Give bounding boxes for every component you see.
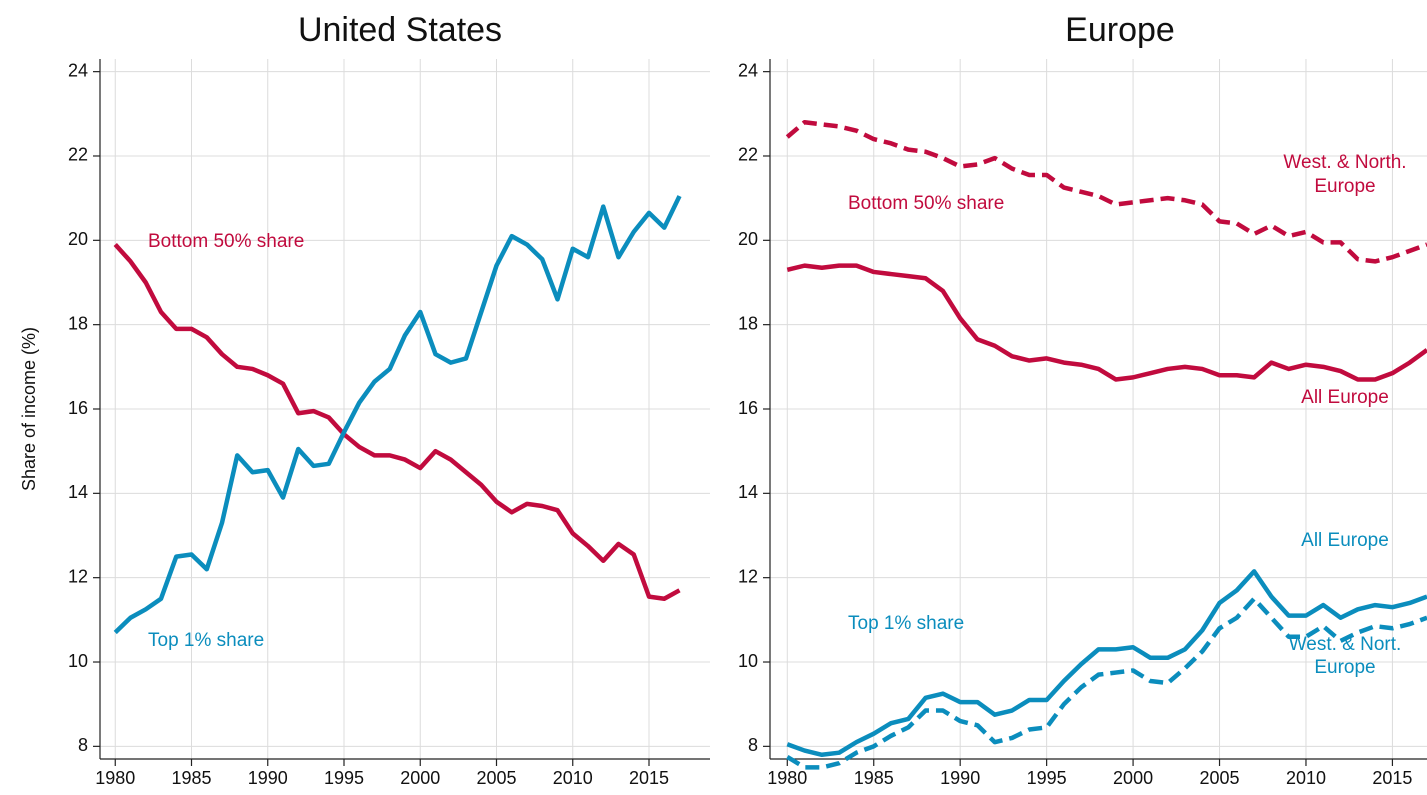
line [786, 596, 1427, 770]
y-tick-label: 12 [738, 566, 758, 586]
y-tick-label: 10 [738, 651, 758, 671]
y-tick-label: 20 [68, 229, 88, 249]
x-tick-label: 1985 [854, 768, 894, 788]
y-tick-label: 16 [738, 398, 758, 418]
annotation: Top 1% share [848, 613, 964, 634]
x-tick-label: 1995 [324, 768, 364, 788]
series-label: West. & North. [1283, 152, 1406, 173]
x-tick-label: 2000 [1113, 768, 1153, 788]
y-tick-label: 10 [68, 651, 88, 671]
x-tick-label: 2015 [629, 768, 669, 788]
x-tick-label: 1980 [767, 768, 807, 788]
y-tick-label: 18 [68, 313, 88, 333]
y-tick-label: 8 [78, 735, 88, 755]
line [786, 263, 1427, 382]
line [785, 120, 1427, 264]
line [786, 569, 1427, 758]
series-label: West. & Nort. [1289, 634, 1402, 655]
series-label: All Europe [1301, 387, 1389, 408]
y-tick-label: 8 [748, 735, 758, 755]
x-tick-label: 2010 [553, 768, 593, 788]
series-label: Bottom 50% share [148, 231, 304, 252]
x-tick-label: 2005 [476, 768, 516, 788]
line [113, 243, 681, 602]
series-label: Europe [1314, 176, 1375, 197]
series-label: Europe [1314, 657, 1375, 678]
y-tick-label: 20 [738, 229, 758, 249]
y-tick-label: 24 [738, 60, 758, 80]
x-tick-label: 2015 [1372, 768, 1412, 788]
y-tick-label: 14 [738, 482, 758, 502]
y-tick-label: 18 [738, 313, 758, 333]
y-tick-label: 22 [738, 145, 758, 165]
y-axis-label: Share of income (%) [19, 327, 39, 491]
chart-title: Europe [1065, 11, 1175, 49]
y-tick-label: 14 [68, 482, 88, 502]
x-tick-label: 1990 [248, 768, 288, 788]
x-tick-label: 1980 [95, 768, 135, 788]
x-tick-label: 1995 [1027, 768, 1067, 788]
annotation: Bottom 50% share [848, 193, 1004, 214]
chart-title: United States [298, 11, 502, 49]
y-tick-label: 24 [68, 60, 88, 80]
x-tick-label: 1985 [171, 768, 211, 788]
series-label: Top 1% share [148, 630, 264, 651]
series-label: All Europe [1301, 530, 1389, 551]
y-tick-label: 16 [68, 398, 88, 418]
x-tick-label: 2005 [1200, 768, 1240, 788]
line [113, 195, 682, 635]
x-tick-label: 2000 [400, 768, 440, 788]
x-tick-label: 2010 [1286, 768, 1326, 788]
x-tick-label: 1990 [940, 768, 980, 788]
y-tick-label: 12 [68, 566, 88, 586]
y-tick-label: 22 [68, 145, 88, 165]
